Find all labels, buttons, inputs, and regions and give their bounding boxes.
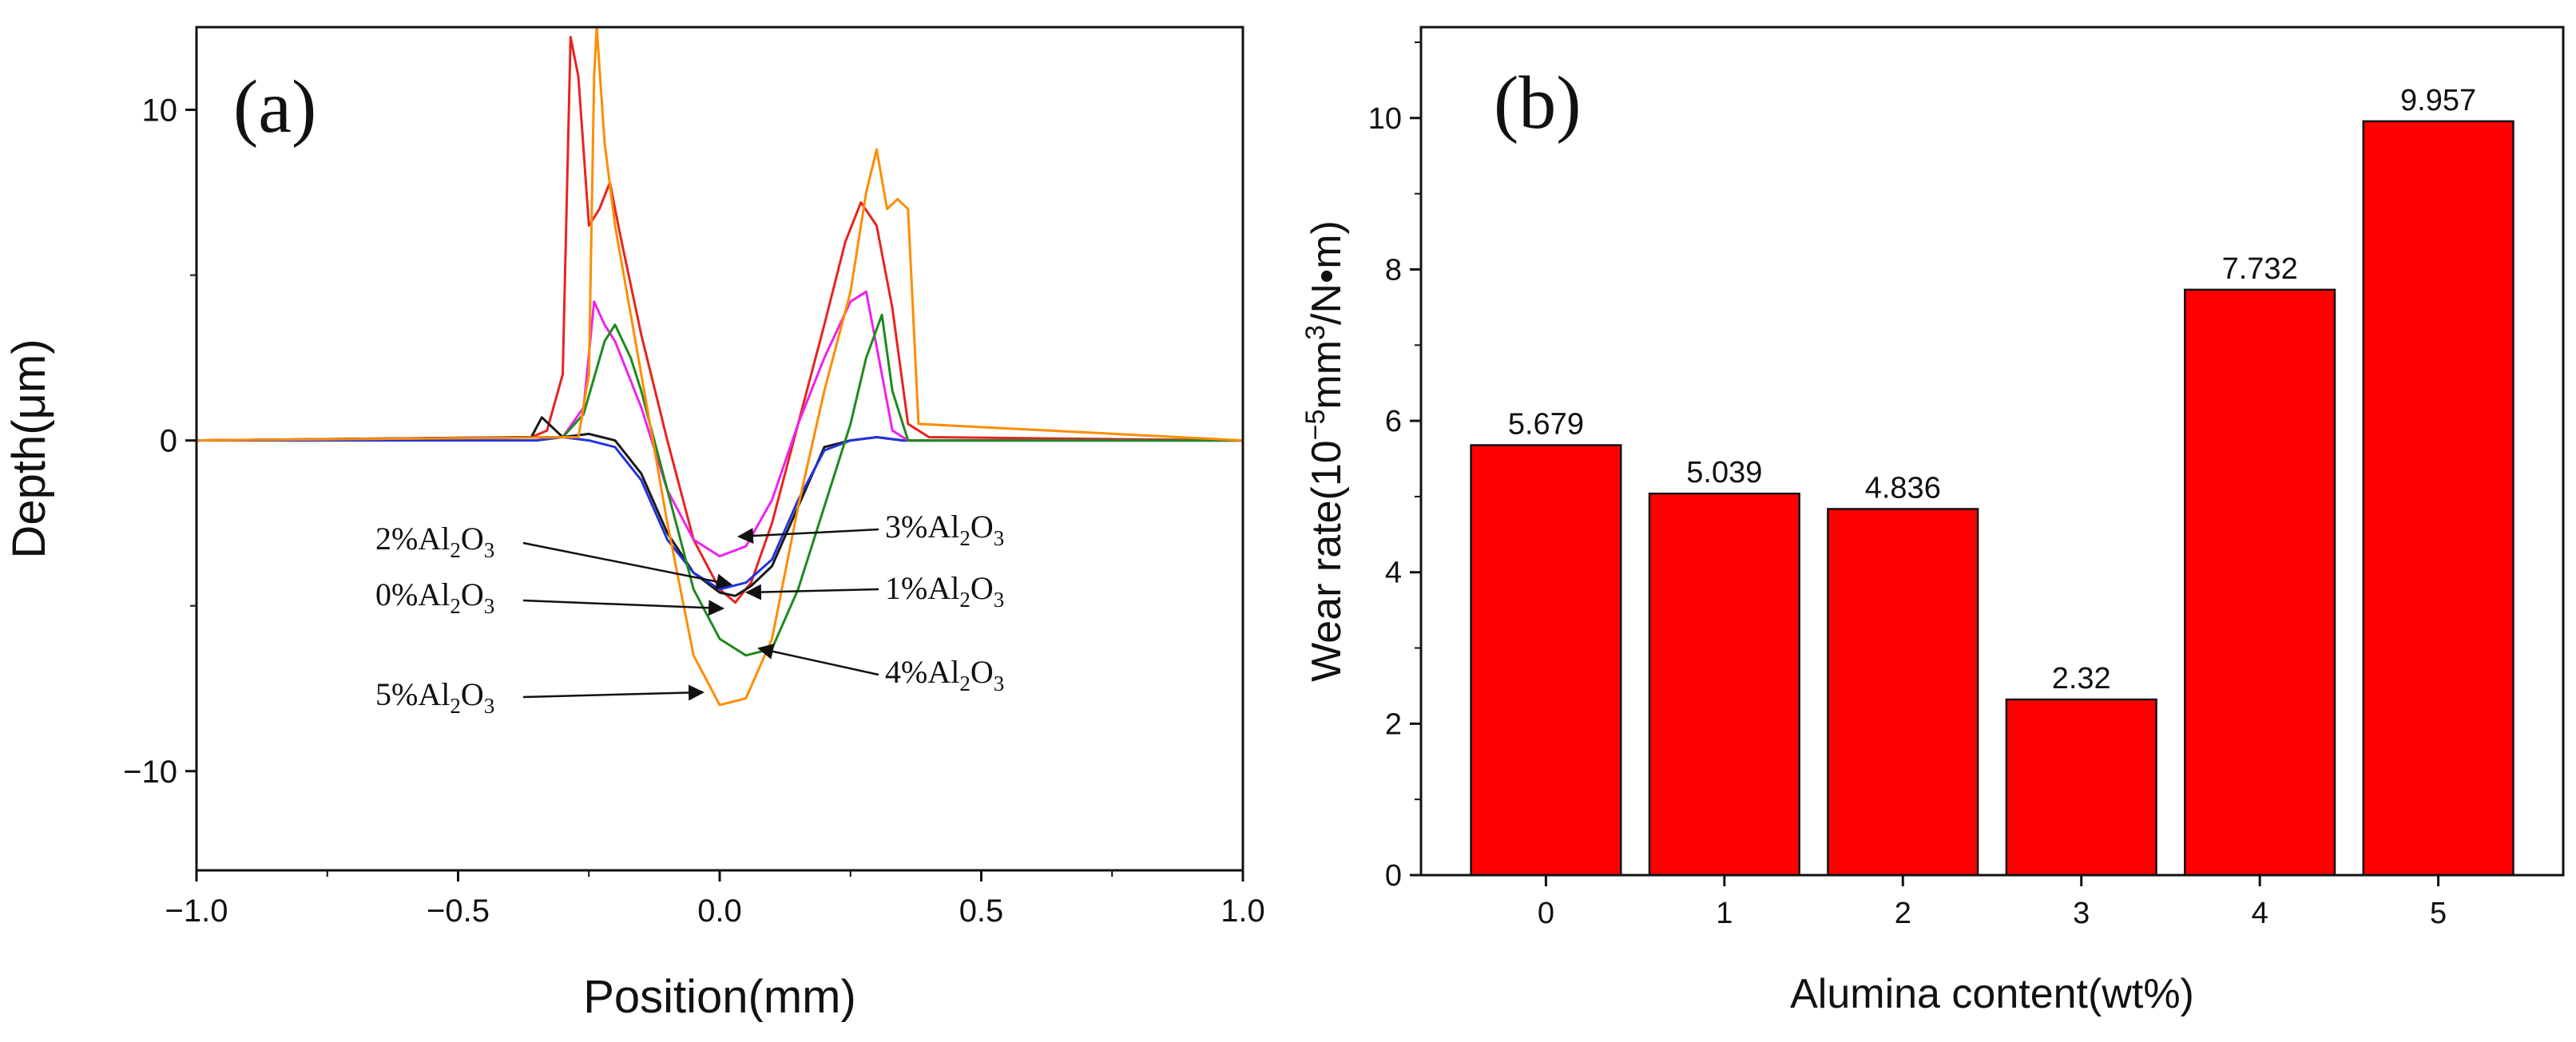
y-tick-label: 8 [1385,253,1402,287]
annotation-3pct: 3%Al2O3 [885,509,1004,550]
bar-value-label: 4.836 [1865,471,1941,505]
panel-b-bars [1470,120,2514,877]
bar-value-label: 9.957 [2400,84,2476,117]
x-tick-label: 0 [1538,897,1554,930]
x-tick-label: −1.0 [165,893,228,929]
bar-value-label: 5.679 [1508,408,1584,442]
bar-value-label: 2.32 [2052,662,2111,695]
bar-value-label: 7.732 [2222,252,2298,286]
bar-2 [1827,508,1979,877]
panel-b-label: (b) [1494,61,1582,145]
bar-value-label: 5.039 [1686,456,1762,489]
panel-b-frame [1419,26,2565,877]
annotation-arrow-5pct [522,684,705,701]
bar-3 [2005,698,2157,877]
bar-1 [1648,492,1800,877]
series-line-1 [196,416,1243,597]
series-line-4 [196,313,1243,657]
annotation-arrow-1pct [745,584,879,600]
x-tick-label: 0.0 [697,893,742,929]
panel-a-ylabel: Depth(μm) [3,339,55,558]
x-tick-label: 5 [2430,897,2447,930]
annotation-4pct: 4%Al2O3 [885,654,1004,695]
annotation-0pct: 0%Al2O3 [375,576,494,618]
x-tick-label: 4 [2252,897,2268,930]
y-tick-label: 4 [1385,557,1402,590]
panel-b-xlabel: Alumina content(wt%) [1790,971,2194,1017]
panel-b-ticks: 0 1 2 3 4 5 0 2 4 6 8 10 [1368,41,2447,930]
bar-5 [2362,120,2514,877]
series-line-2 [196,436,1243,591]
x-tick-label: 1 [1716,897,1733,930]
panel-a-annotations: 2%Al2O3 0%Al2O3 5%Al2O3 3%Al2O3 1%Al2O3 … [375,509,1004,718]
y-tick-label: 0 [1385,859,1402,893]
y-tick-label: 10 [142,93,178,129]
annotation-arrow-0pct [522,599,724,616]
panel-a: −1.0 −0.5 0.0 0.5 1.0 10 0 −10 (a) Position(mm)… [3,26,1265,1023]
bar-0 [1470,444,1622,877]
panel-a-frame [195,26,1244,872]
y-tick-label: −10 [123,755,177,790]
annotation-arrow-4pct [757,644,879,676]
series-line-0 [196,35,1243,604]
x-tick-label: 1.0 [1221,893,1265,929]
x-tick-label: 0.5 [959,893,1004,929]
panel-b: 5.679 5.039 4.836 2.32 7.732 9.957 0 1 2 3 4 5 0 2 4 6… [1300,26,2565,1017]
annotation-1pct: 1%Al2O3 [885,570,1004,612]
panel-b-ylabel: Wear rate(10−5mm3/N•m) [1300,220,1350,682]
panel-b-value-labels: 5.679 5.039 4.836 2.32 7.732 9.957 [1508,84,2476,695]
panel-a-label: (a) [233,65,316,149]
bar-4 [2184,288,2336,877]
y-tick-label: 6 [1385,405,1402,438]
panel-a-ticks: −1.0 −0.5 0.0 0.5 1.0 10 0 −10 [123,93,1265,929]
y-tick-label: 2 [1385,707,1402,741]
x-tick-label: −0.5 [427,893,490,929]
annotation-arrow-2pct [522,541,732,590]
series-line-3 [196,290,1243,558]
panel-a-series [196,27,1243,707]
panel-a-xlabel: Position(mm) [583,971,856,1023]
annotation-5pct: 5%Al2O3 [375,676,494,718]
y-tick-label: 0 [160,424,177,459]
annotation-arrow-3pct [737,528,879,545]
series-line-5 [196,27,1243,707]
x-tick-label: 2 [1895,897,1911,930]
annotation-2pct: 2%Al2O3 [375,521,494,562]
x-tick-label: 3 [2073,897,2090,930]
y-tick-label: 10 [1368,102,1402,136]
